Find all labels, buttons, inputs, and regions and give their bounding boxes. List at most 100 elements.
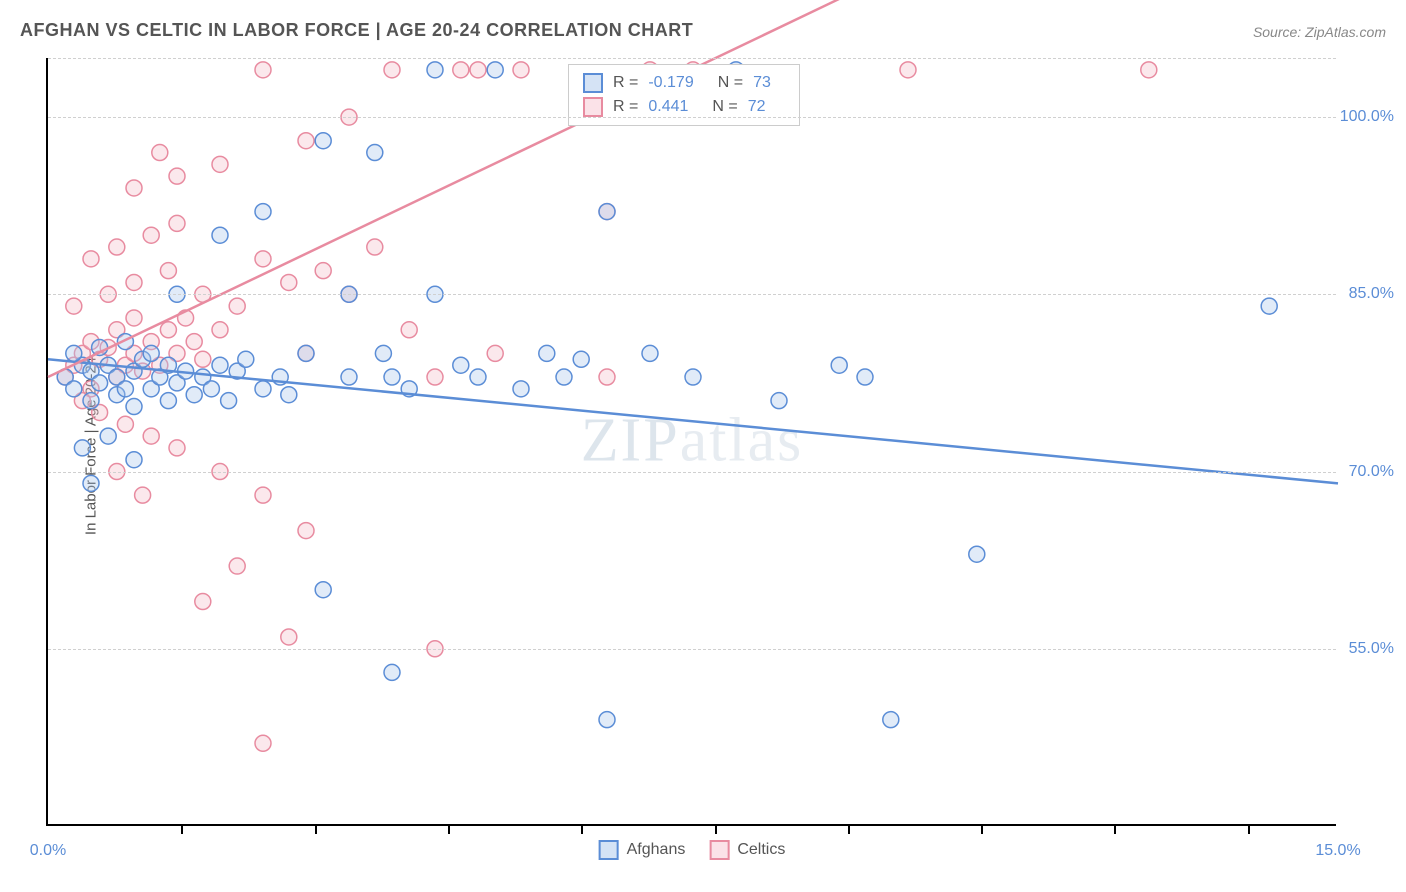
scatter-point [599, 204, 615, 220]
scatter-point [513, 62, 529, 78]
x-tick [1248, 824, 1250, 834]
scatter-point [195, 594, 211, 610]
scatter-point [66, 298, 82, 314]
scatter-point [539, 345, 555, 361]
scatter-point [160, 263, 176, 279]
scatter-point [152, 145, 168, 161]
legend-swatch [583, 73, 603, 93]
legend-item: Celtics [709, 840, 785, 860]
scatter-point [92, 375, 108, 391]
scatter-point [126, 452, 142, 468]
legend-r-label: R = [613, 74, 638, 92]
scatter-point [487, 345, 503, 361]
x-tick [1114, 824, 1116, 834]
scatter-point [229, 298, 245, 314]
scatter-point [169, 215, 185, 231]
scatter-point [221, 393, 237, 409]
legend-swatch [599, 840, 619, 860]
source-attribution: Source: ZipAtlas.com [1253, 24, 1386, 40]
legend-item-label: Celtics [737, 841, 785, 859]
scatter-point [126, 399, 142, 415]
scatter-point [771, 393, 787, 409]
scatter-point [470, 62, 486, 78]
scatter-point [212, 156, 228, 172]
scatter-point [212, 227, 228, 243]
legend-r-value: -0.179 [648, 74, 693, 92]
legend-n-label: N = [718, 74, 743, 92]
scatter-point [487, 62, 503, 78]
scatter-point [969, 546, 985, 562]
scatter-point [229, 558, 245, 574]
scatter-point [66, 381, 82, 397]
scatter-point [315, 263, 331, 279]
legend-row: R =0.441N =72 [583, 95, 785, 119]
scatter-point [281, 629, 297, 645]
scatter-point [255, 487, 271, 503]
scatter-point [883, 712, 899, 728]
y-tick-label: 55.0% [1349, 640, 1394, 658]
gridline [48, 58, 1336, 59]
scatter-point [160, 322, 176, 338]
gridline [48, 472, 1336, 473]
series-legend: Afghans Celtics [599, 840, 786, 860]
x-tick [715, 824, 717, 834]
scatter-point [203, 381, 219, 397]
scatter-point [143, 345, 159, 361]
scatter-point [384, 62, 400, 78]
y-tick-label: 70.0% [1349, 463, 1394, 481]
legend-n-label: N = [712, 98, 737, 116]
legend-item: Afghans [599, 840, 686, 860]
scatter-point [315, 133, 331, 149]
scatter-point [135, 487, 151, 503]
scatter-point [186, 334, 202, 350]
chart-title: AFGHAN VS CELTIC IN LABOR FORCE | AGE 20… [20, 20, 693, 41]
scatter-point [212, 357, 228, 373]
scatter-point [83, 251, 99, 267]
scatter-point [513, 381, 529, 397]
scatter-point [556, 369, 572, 385]
scatter-point [212, 322, 228, 338]
scatter-point [117, 416, 133, 432]
scatter-point [83, 393, 99, 409]
chart-container: AFGHAN VS CELTIC IN LABOR FORCE | AGE 20… [0, 0, 1406, 892]
x-tick [981, 824, 983, 834]
scatter-point [169, 168, 185, 184]
legend-row: R =-0.179N =73 [583, 71, 785, 95]
scatter-point [74, 440, 90, 456]
gridline [48, 649, 1336, 650]
scatter-point [831, 357, 847, 373]
scatter-point [857, 369, 873, 385]
scatter-point [143, 428, 159, 444]
scatter-point [109, 239, 125, 255]
scatter-point [427, 62, 443, 78]
scatter-point [1261, 298, 1277, 314]
scatter-point [160, 393, 176, 409]
scatter-point [453, 357, 469, 373]
scatter-point [255, 62, 271, 78]
scatter-point [427, 369, 443, 385]
x-tick [848, 824, 850, 834]
scatter-point [143, 227, 159, 243]
scatter-point [384, 664, 400, 680]
scatter-point [255, 251, 271, 267]
scatter-point [341, 369, 357, 385]
scatter-point [384, 369, 400, 385]
scatter-point [573, 351, 589, 367]
trend-line [48, 0, 839, 377]
legend-swatch [709, 840, 729, 860]
scatter-point [642, 345, 658, 361]
scatter-point [298, 133, 314, 149]
scatter-point [255, 735, 271, 751]
scatter-point [900, 62, 916, 78]
scatter-point [281, 387, 297, 403]
scatter-point [66, 345, 82, 361]
legend-swatch [583, 97, 603, 117]
x-tick-label: 15.0% [1315, 842, 1360, 860]
scatter-point [453, 62, 469, 78]
legend-r-value: 0.441 [648, 98, 688, 116]
x-tick [181, 824, 183, 834]
y-tick-label: 100.0% [1340, 108, 1394, 126]
scatter-point [375, 345, 391, 361]
scatter-point [281, 274, 297, 290]
scatter-point [117, 381, 133, 397]
